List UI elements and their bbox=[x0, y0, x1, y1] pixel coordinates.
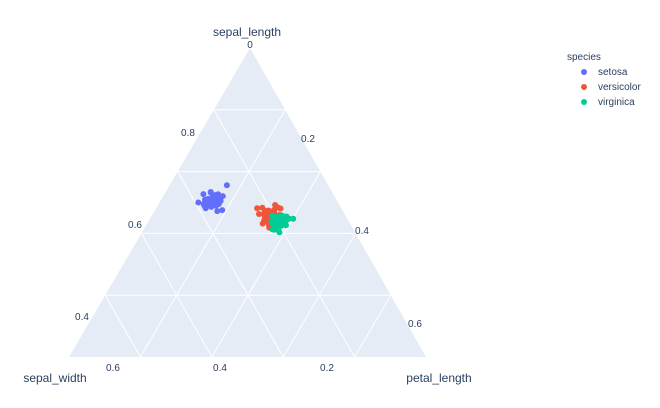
axis-b-tick-0-2: 0.2 bbox=[320, 363, 334, 374]
axis-a-tick-0: 0 bbox=[247, 40, 253, 51]
axis-b-tick-0-4: 0.4 bbox=[213, 363, 227, 374]
legend: species setosa versicolor virginica bbox=[567, 52, 641, 108]
legend-label-virginica: virginica bbox=[598, 97, 635, 108]
legend-marker-setosa bbox=[581, 69, 587, 75]
point-setosa bbox=[223, 182, 230, 189]
axis-c-tick-0-4: 0.4 bbox=[355, 226, 369, 237]
axis-b-tick-0-6: 0.6 bbox=[106, 363, 120, 374]
point-setosa bbox=[200, 191, 207, 198]
legend-label-versicolor: versicolor bbox=[598, 82, 641, 93]
point-setosa bbox=[207, 189, 214, 195]
point-virginica bbox=[290, 215, 297, 222]
point-setosa bbox=[200, 200, 207, 207]
axis-c-title: petal_length bbox=[406, 371, 471, 385]
legend-marker-virginica bbox=[581, 99, 587, 105]
grid-line-c bbox=[211, 171, 321, 358]
point-setosa bbox=[195, 199, 202, 206]
grid-line-c bbox=[354, 294, 392, 358]
point-virginica bbox=[278, 212, 284, 219]
ternary-plot-background bbox=[69, 48, 426, 357]
point-versicolor bbox=[264, 214, 270, 221]
grid-line-b bbox=[177, 171, 284, 358]
axis-c-tick-0-2: 0.2 bbox=[301, 134, 315, 145]
data-points bbox=[195, 182, 297, 236]
legend-title: species bbox=[567, 52, 601, 63]
point-setosa bbox=[219, 207, 226, 214]
legend-item-setosa[interactable]: setosa bbox=[581, 67, 628, 78]
axis-a-tick-0-4: 0.4 bbox=[75, 312, 89, 323]
legend-item-virginica[interactable]: virginica bbox=[581, 97, 635, 108]
point-setosa bbox=[214, 208, 221, 215]
axis-a-tick-0-6: 0.6 bbox=[128, 220, 142, 231]
point-versicolor bbox=[274, 204, 281, 211]
point-versicolor bbox=[256, 211, 262, 217]
point-virginica bbox=[272, 223, 279, 230]
grid-line-c bbox=[282, 233, 357, 358]
ternary-grid bbox=[104, 109, 392, 358]
legend-label-setosa: setosa bbox=[598, 67, 628, 78]
axis-b-title: sepal_width bbox=[23, 371, 86, 385]
point-setosa bbox=[210, 194, 217, 201]
axis-c-tick-0-6: 0.6 bbox=[408, 319, 422, 330]
axis-a-tick-0-8: 0.8 bbox=[181, 128, 195, 139]
legend-marker-versicolor bbox=[581, 84, 587, 90]
point-setosa bbox=[208, 203, 215, 210]
point-virginica bbox=[272, 217, 279, 224]
point-versicolor bbox=[254, 205, 261, 212]
legend-item-versicolor[interactable]: versicolor bbox=[581, 82, 641, 93]
grid-line-b bbox=[104, 294, 141, 358]
grid-line-b bbox=[140, 233, 213, 358]
axis-a-title: sepal_length bbox=[213, 25, 281, 39]
point-virginica bbox=[283, 222, 289, 229]
